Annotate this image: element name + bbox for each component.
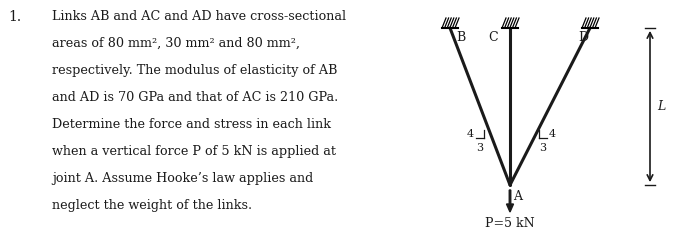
Text: respectively. The modulus of elasticity of AB: respectively. The modulus of elasticity …	[52, 64, 337, 77]
FancyArrow shape	[507, 190, 514, 212]
Text: and AD is 70 GPa and that of AC is 210 GPa.: and AD is 70 GPa and that of AC is 210 G…	[52, 91, 338, 104]
Text: L: L	[657, 100, 665, 113]
Text: 4: 4	[549, 129, 556, 139]
Text: areas of 80 mm², 30 mm² and 80 mm²,: areas of 80 mm², 30 mm² and 80 mm²,	[52, 37, 300, 50]
Text: B: B	[456, 31, 466, 44]
Text: D: D	[578, 31, 588, 44]
Text: C: C	[489, 31, 498, 44]
Text: Links AB and AC and AD have cross-sectional: Links AB and AC and AD have cross-sectio…	[52, 10, 346, 23]
Text: 4: 4	[467, 129, 474, 139]
Text: when a vertical force P of 5 kN is applied at: when a vertical force P of 5 kN is appli…	[52, 145, 336, 158]
Text: 3: 3	[477, 143, 484, 153]
Text: joint A. Assume Hooke’s law applies and: joint A. Assume Hooke’s law applies and	[52, 172, 314, 185]
Text: Determine the force and stress in each link: Determine the force and stress in each l…	[52, 118, 331, 131]
Text: 1.: 1.	[8, 10, 21, 24]
Text: P=5 kN: P=5 kN	[485, 217, 535, 230]
Text: A: A	[513, 190, 522, 203]
Text: 3: 3	[540, 143, 547, 153]
Text: neglect the weight of the links.: neglect the weight of the links.	[52, 199, 252, 212]
